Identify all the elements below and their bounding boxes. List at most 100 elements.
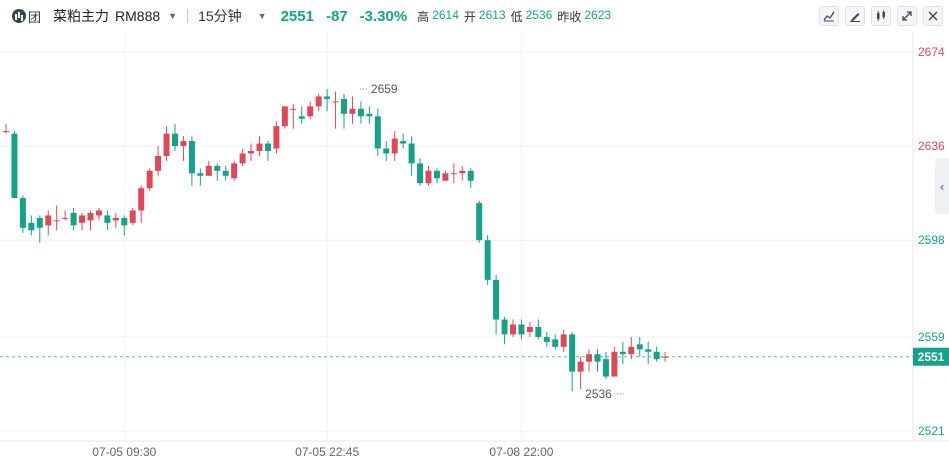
candle-body	[602, 359, 609, 377]
candle	[138, 185, 145, 223]
candle	[459, 165, 466, 181]
candle	[366, 106, 373, 124]
candle-body	[586, 354, 593, 362]
logo: 团	[12, 7, 41, 26]
candle	[248, 143, 255, 161]
chevron-left-icon: ‹	[939, 178, 945, 194]
candle-body	[636, 344, 643, 350]
candle	[425, 165, 432, 186]
logo-icon	[12, 9, 26, 23]
candle-body	[214, 165, 221, 171]
candle	[19, 195, 26, 233]
chevron-down-icon[interactable]: ▼	[168, 11, 178, 21]
candle	[11, 131, 18, 199]
stat-high-value: 2614	[432, 7, 459, 22]
candle-body	[45, 215, 52, 226]
candle	[155, 146, 162, 176]
candle	[467, 168, 474, 189]
candle	[180, 136, 187, 161]
candle-body	[459, 170, 466, 174]
candle	[172, 123, 178, 151]
candle	[586, 349, 593, 372]
candle-body	[95, 210, 102, 216]
stat-open-value: 2613	[478, 7, 506, 22]
candle	[484, 235, 491, 285]
candle-body	[442, 173, 449, 181]
candle-body	[569, 334, 576, 372]
candle	[214, 163, 221, 181]
candle-body	[256, 143, 263, 151]
candle-body	[324, 96, 331, 99]
candle-body	[87, 212, 94, 221]
candle	[188, 136, 195, 186]
candle	[349, 96, 356, 124]
y-tick-label: 2674	[918, 45, 945, 59]
draw-icon[interactable]	[845, 6, 865, 26]
candle	[28, 215, 35, 236]
candle-body	[79, 215, 86, 223]
candle-body	[628, 346, 635, 355]
candle	[433, 168, 440, 184]
timeframe-selector[interactable]: 15分钟 ▼	[198, 6, 267, 26]
candle-body	[163, 133, 170, 156]
candle	[501, 317, 508, 345]
candle	[636, 336, 643, 357]
candle-body	[112, 217, 119, 221]
candle	[560, 329, 567, 352]
candle-body	[36, 217, 43, 228]
candle-body	[408, 143, 415, 164]
candle	[400, 133, 407, 149]
symbol-selector[interactable]: 菜粕主力 RM888 ▼	[53, 6, 177, 26]
candle	[205, 160, 212, 176]
candle-body	[450, 173, 457, 175]
candle-body	[129, 210, 136, 223]
candle-body	[205, 165, 212, 176]
candle	[391, 131, 398, 161]
expand-icon[interactable]	[897, 6, 917, 26]
symbol-name: 菜粕主力	[53, 8, 110, 24]
candle	[231, 160, 238, 181]
candle	[264, 141, 271, 161]
candle-body	[239, 153, 246, 164]
candle-body	[273, 126, 280, 149]
chart-toolbar: 团 菜粕主力 RM888 ▼ 15分钟 ▼ 2551 -87 -3.30% 高 …	[0, 0, 949, 32]
indicator-icon[interactable]	[871, 6, 891, 26]
candle	[129, 207, 136, 226]
candle	[577, 356, 584, 389]
candle-body	[526, 326, 533, 332]
candle	[662, 351, 669, 362]
candle	[62, 210, 69, 221]
low-annotation: 2536	[585, 387, 612, 401]
candle-body	[653, 351, 660, 360]
candle-body	[104, 215, 111, 223]
candle	[493, 274, 500, 335]
y-tick-label: 2598	[918, 233, 945, 247]
candle-body	[222, 170, 229, 176]
candle-body	[518, 324, 525, 335]
timeframe-label: 15分钟	[198, 8, 242, 24]
candle-body	[315, 96, 322, 107]
ohlc-stats: 高 2614 开 2613 低 2536 昨收 2623	[417, 8, 613, 25]
chart-type-icon[interactable]	[819, 6, 839, 26]
candle	[357, 101, 364, 124]
candle-body	[433, 170, 440, 179]
candle-body	[155, 155, 162, 171]
candle	[95, 207, 102, 221]
candle	[442, 170, 449, 181]
candle	[602, 351, 609, 380]
candle-body	[611, 351, 618, 377]
candle-body	[400, 141, 407, 144]
collapse-panel-button[interactable]: ‹	[935, 158, 949, 214]
candle	[222, 165, 229, 181]
candle-body	[188, 141, 195, 174]
chevron-down-icon[interactable]: ▼	[257, 11, 267, 21]
y-tick-label: 2559	[918, 330, 945, 344]
candle-body	[11, 133, 18, 199]
close-icon[interactable]	[923, 6, 943, 26]
candle-body	[197, 173, 204, 176]
high-annotation: 2659	[371, 82, 398, 96]
candle	[645, 341, 652, 365]
candle	[518, 319, 525, 340]
candle-body	[493, 279, 500, 320]
candle	[87, 210, 94, 231]
